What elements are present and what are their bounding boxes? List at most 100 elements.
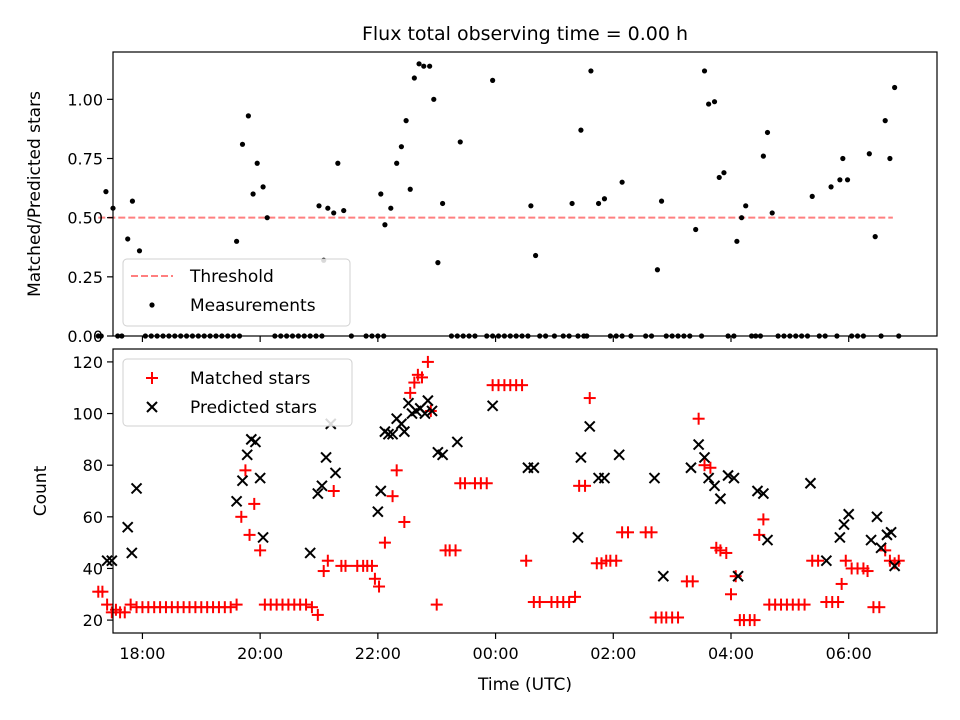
matched-star-point <box>243 528 256 541</box>
matched-star-point <box>583 392 596 405</box>
predicted-star-point <box>316 480 328 492</box>
predicted-star-point <box>757 487 770 500</box>
matched-star-point <box>386 490 399 503</box>
matched-star-point <box>449 544 462 557</box>
legend-predicted-label: Predicted stars <box>190 398 317 418</box>
matched-star-point <box>520 554 533 567</box>
predicted-star-point <box>436 449 449 461</box>
measurement-point <box>421 63 427 69</box>
measurement-point <box>431 96 437 102</box>
matched-star-point <box>300 598 313 611</box>
bottom-x-tick-label: 18:00 <box>119 644 165 663</box>
measurement-point <box>693 226 699 233</box>
predicted-star-point <box>241 449 253 461</box>
matched-star-point <box>861 565 874 578</box>
bottom-x-tick-label: 06:00 <box>826 644 872 663</box>
matched-star-point <box>879 544 892 557</box>
predicted-star-point <box>888 560 901 572</box>
matched-star-point <box>254 544 267 557</box>
top-y-tick-label: 0.00 <box>67 327 103 346</box>
top-panel: 0.00 0.25 0.50 0.75 1.00 Matched/Predicted s… <box>25 51 938 346</box>
measurement-point <box>588 68 594 74</box>
measurement-point <box>887 155 893 162</box>
matched-star-point <box>398 515 411 528</box>
bottom-x-tick-label: 00:00 <box>473 644 519 663</box>
bottom-legend: Matched stars Predicted stars <box>122 358 353 427</box>
matched-star-point <box>798 598 811 611</box>
top-axes: 0.00 0.25 0.50 0.75 1.00 <box>67 90 850 346</box>
predicted-star-point <box>312 487 324 500</box>
matched-star-point <box>714 544 727 557</box>
measurement-point <box>892 84 898 91</box>
measurement-point <box>840 155 846 162</box>
predicted-star-point <box>572 531 584 544</box>
predicted-star-point <box>375 485 387 497</box>
measurement-point <box>316 203 322 209</box>
measurement-point <box>398 144 404 150</box>
matched-star-point <box>373 580 386 593</box>
predicted-star-point <box>871 511 883 523</box>
matched-star-point <box>321 554 334 567</box>
measurement-point <box>528 203 534 209</box>
predicted-star-point <box>657 570 670 582</box>
legend-measurements-label: Measurements <box>190 296 316 316</box>
predicted-star-point <box>419 407 431 420</box>
top-data-marks <box>95 61 902 339</box>
predicted-star-point <box>575 451 587 464</box>
matched-star-point <box>248 497 261 510</box>
chart-title: Flux total observing time = 0.00 h <box>362 23 688 45</box>
predicted-star-point <box>875 542 887 554</box>
predicted-star-point <box>236 474 249 487</box>
bottom-axes: 20 40 60 80 100 120 18:00 20:00 22:00 00:00 02:00 0… <box>72 353 871 663</box>
matched-star-point <box>124 598 137 611</box>
predicted-star-point <box>422 394 434 407</box>
measurement-point <box>416 61 422 67</box>
matched-star-point <box>235 510 248 523</box>
matched-star-point <box>480 477 493 490</box>
predicted-star-point <box>761 534 774 546</box>
predicted-star-point <box>382 428 395 440</box>
measurement-point <box>619 179 625 185</box>
legend-threshold-label: Threshold <box>189 267 274 287</box>
matched-star-point <box>368 572 381 585</box>
measurement-point <box>711 99 718 105</box>
matched-star-point <box>404 386 417 399</box>
measurement-point <box>335 160 341 166</box>
predicted-star-point <box>486 400 499 412</box>
predicted-star-point <box>598 472 611 484</box>
bottom-x-tick-label: 20:00 <box>237 644 283 663</box>
matched-star-point <box>118 606 131 619</box>
matched-star-point <box>516 379 529 392</box>
matched-star-point <box>692 412 705 425</box>
bottom-y-tick-label: 120 <box>72 353 103 372</box>
matched-star-point <box>390 464 403 477</box>
predicted-star-point <box>692 438 705 451</box>
bottom-plot-frame <box>112 348 938 634</box>
matched-star-point <box>339 559 352 572</box>
measurement-point <box>440 200 446 207</box>
predicted-star-point <box>648 472 661 484</box>
predicted-star-point <box>106 555 118 567</box>
measurement-point <box>716 174 722 181</box>
matched-star-point <box>622 526 634 539</box>
matched-star-point <box>365 559 378 572</box>
predicted-star-point <box>320 451 332 464</box>
predicted-star-point <box>820 555 833 567</box>
measurement-point <box>129 198 136 204</box>
predicted-star-point <box>249 436 262 448</box>
predicted-star-point <box>698 451 711 464</box>
top-plot-frame <box>112 51 938 337</box>
measurement-point <box>764 129 771 136</box>
measurement-point <box>403 118 409 124</box>
matched-star-point <box>305 601 318 614</box>
matched-star-point <box>378 536 391 549</box>
top-y-axis-label: Matched/Predicted stars <box>25 91 45 297</box>
measurement-point <box>435 260 441 266</box>
predicted-star-point <box>685 462 697 474</box>
predicted-star-point <box>751 485 764 497</box>
matched-star-point <box>579 479 592 492</box>
top-y-tick-label: 0.25 <box>67 268 103 287</box>
predicted-star-point <box>329 467 342 479</box>
measurement-point <box>769 210 775 216</box>
measurement-point <box>809 193 815 199</box>
